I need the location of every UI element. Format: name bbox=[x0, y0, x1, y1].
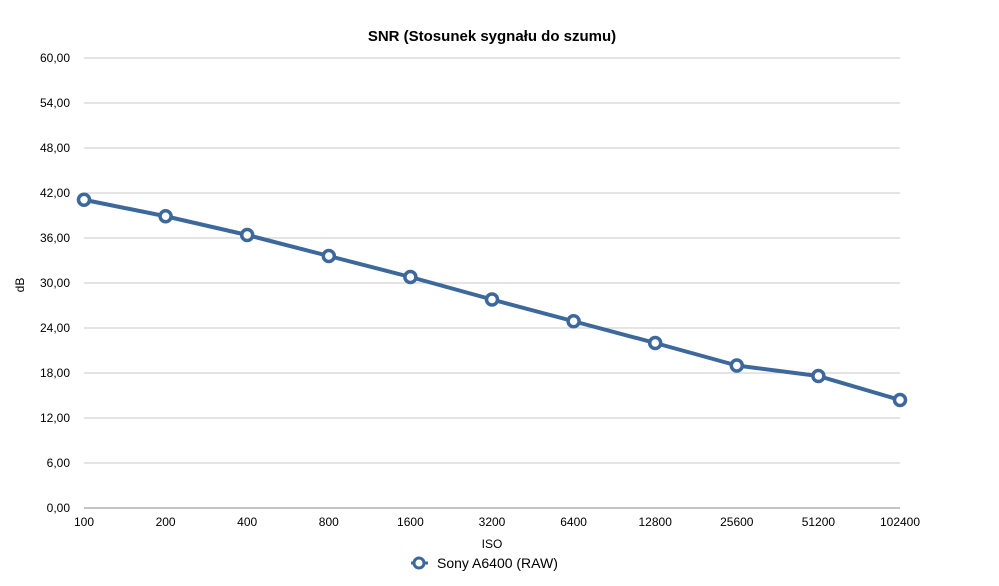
data-point bbox=[811, 368, 826, 384]
gridlines bbox=[84, 57, 900, 509]
x-tick-label: 6400 bbox=[560, 515, 587, 529]
x-tick-label: 1600 bbox=[397, 515, 424, 529]
data-point bbox=[892, 392, 908, 408]
legend-label: Sony A6400 (RAW) bbox=[437, 555, 558, 571]
y-tick-label: 30,00 bbox=[40, 276, 70, 290]
y-tick-label: 36,00 bbox=[40, 231, 70, 245]
data-point bbox=[158, 209, 173, 224]
data-point bbox=[239, 227, 255, 243]
x-tick-label: 200 bbox=[156, 515, 176, 529]
x-tick-label: 800 bbox=[319, 515, 339, 529]
data-point bbox=[403, 269, 418, 285]
y-tick-label: 6,00 bbox=[47, 456, 71, 470]
y-tick-label: 24,00 bbox=[40, 321, 70, 335]
series-layer bbox=[76, 192, 908, 408]
y-tick-label: 12,00 bbox=[40, 411, 70, 425]
y-tick-label: 48,00 bbox=[40, 141, 70, 155]
data-point bbox=[566, 314, 581, 329]
x-tick-label: 51200 bbox=[802, 515, 836, 529]
x-axis-ticks: 100 200 400 800 1600 3200 6400 12800 25600 51200 1… bbox=[74, 515, 920, 529]
legend: Sony A6400 (RAW) bbox=[411, 555, 558, 571]
y-tick-label: 60,00 bbox=[40, 51, 70, 65]
data-point bbox=[76, 192, 92, 207]
data-point bbox=[729, 358, 745, 373]
y-axis-label: dB bbox=[13, 278, 27, 293]
x-tick-label: 3200 bbox=[479, 515, 506, 529]
x-tick-label: 102400 bbox=[880, 515, 920, 529]
x-tick-label: 100 bbox=[74, 515, 94, 529]
y-tick-label: 0,00 bbox=[47, 501, 71, 515]
data-point bbox=[647, 335, 663, 351]
x-tick-label: 25600 bbox=[720, 515, 754, 529]
y-axis-ticks: 0,00 6,00 12,00 18,00 24,00 30,00 36,00 42,00 48… bbox=[40, 51, 70, 515]
y-tick-label: 54,00 bbox=[40, 96, 70, 110]
chart-title: SNR (Stosunek sygnału do szumu) bbox=[368, 28, 616, 45]
data-point bbox=[484, 292, 500, 307]
legend-marker-icon bbox=[412, 556, 426, 570]
x-tick-label: 400 bbox=[237, 515, 257, 529]
data-point bbox=[321, 248, 337, 264]
y-tick-label: 18,00 bbox=[40, 366, 70, 380]
x-axis-label: ISO bbox=[482, 537, 503, 551]
y-tick-label: 42,00 bbox=[40, 186, 70, 200]
x-tick-label: 12800 bbox=[639, 515, 673, 529]
